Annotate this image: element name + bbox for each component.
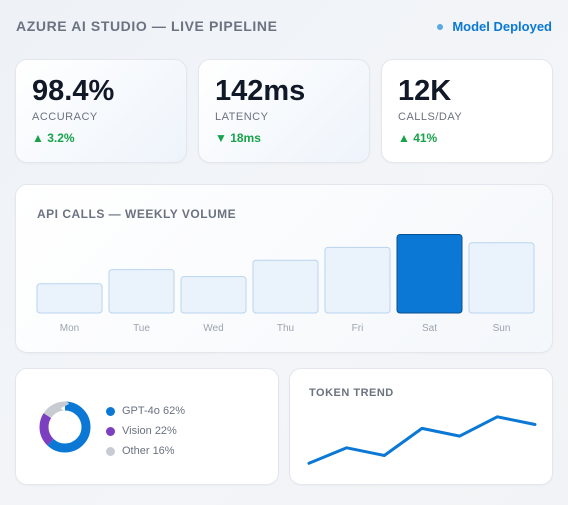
- legend-label: Vision 22%: [122, 425, 177, 437]
- weekly-volume-chart: Mon Tue Wed Thu Fri Sat Sun: [36, 234, 535, 334]
- chart-title: API CALLS — WEEKLY VOLUME: [37, 207, 237, 221]
- weekly-volume-chart-card: API CALLS — WEEKLY VOLUME Mon Tue Wed Thu Fr…: [15, 184, 553, 353]
- bar-fri[interactable]: [324, 246, 391, 314]
- donut-legend: GPT-4o 62% Vision 22% Other 16%: [106, 401, 185, 461]
- legend-swatch-icon: [106, 406, 115, 416]
- kpi-delta: ▲ 41%: [398, 131, 438, 145]
- kpi-label: ACCURACY: [32, 111, 98, 123]
- bar-tue[interactable]: [108, 269, 175, 314]
- kpi-card-accuracy: 98.4% ACCURACY ▲ 3.2%: [15, 59, 187, 163]
- token-trend-chart: [307, 415, 537, 465]
- legend-item-vision: Vision 22%: [106, 421, 185, 441]
- legend-label: GPT-4o 62%: [122, 405, 185, 417]
- donut-slice-other[interactable]: [39, 401, 91, 453]
- kpi-label: LATENCY: [215, 111, 269, 123]
- token-trend-card: TOKEN TREND: [289, 368, 553, 485]
- kpi-card-calls: 12K CALLS/DAY ▲ 41%: [381, 59, 553, 163]
- deployment-status[interactable]: Model Deployed: [437, 19, 552, 34]
- bar-thu[interactable]: [252, 259, 319, 314]
- tick-label-sat: Sat: [422, 323, 437, 334]
- bar-sun[interactable]: [468, 242, 535, 314]
- header: AZURE AI STUDIO — LIVE PIPELINE Model De…: [16, 18, 552, 38]
- tick-label-fri: Fri: [352, 323, 364, 334]
- model-share-donut: [39, 401, 91, 453]
- status-dot-icon: [437, 23, 444, 30]
- kpi-value: 142ms: [215, 75, 306, 107]
- tick-label-thu: Thu: [277, 323, 294, 334]
- bar-mon[interactable]: [36, 283, 103, 314]
- model-share-card: GPT-4o 62% Vision 22% Other 16%: [15, 368, 279, 485]
- legend-item-gpt4o: GPT-4o 62%: [106, 401, 185, 421]
- token-trend-line: [307, 415, 537, 465]
- tick-label-sun: Sun: [493, 323, 511, 334]
- bar-wed[interactable]: [180, 276, 247, 314]
- kpi-label: CALLS/DAY: [398, 111, 463, 123]
- status-label: Model Deployed: [452, 19, 552, 34]
- kpi-delta: ▼ 18ms: [215, 131, 261, 145]
- kpi-value: 12K: [398, 75, 452, 107]
- tick-label-tue: Tue: [133, 323, 150, 334]
- legend-swatch-icon: [106, 426, 115, 436]
- kpi-delta: ▲ 3.2%: [32, 131, 75, 145]
- kpi-value: 98.4%: [32, 75, 115, 107]
- tick-label-mon: Mon: [60, 323, 79, 334]
- kpi-card-latency: 142ms LATENCY ▼ 18ms: [198, 59, 370, 163]
- chart-title: TOKEN TREND: [309, 387, 394, 399]
- tick-label-wed: Wed: [203, 323, 223, 334]
- legend-item-other: Other 16%: [106, 441, 185, 461]
- page-title: AZURE AI STUDIO — LIVE PIPELINE: [16, 18, 278, 34]
- legend-swatch-icon: [106, 446, 115, 456]
- donut-slice-vision[interactable]: [39, 401, 91, 453]
- bar-sat[interactable]: [396, 234, 463, 314]
- legend-label: Other 16%: [122, 445, 175, 457]
